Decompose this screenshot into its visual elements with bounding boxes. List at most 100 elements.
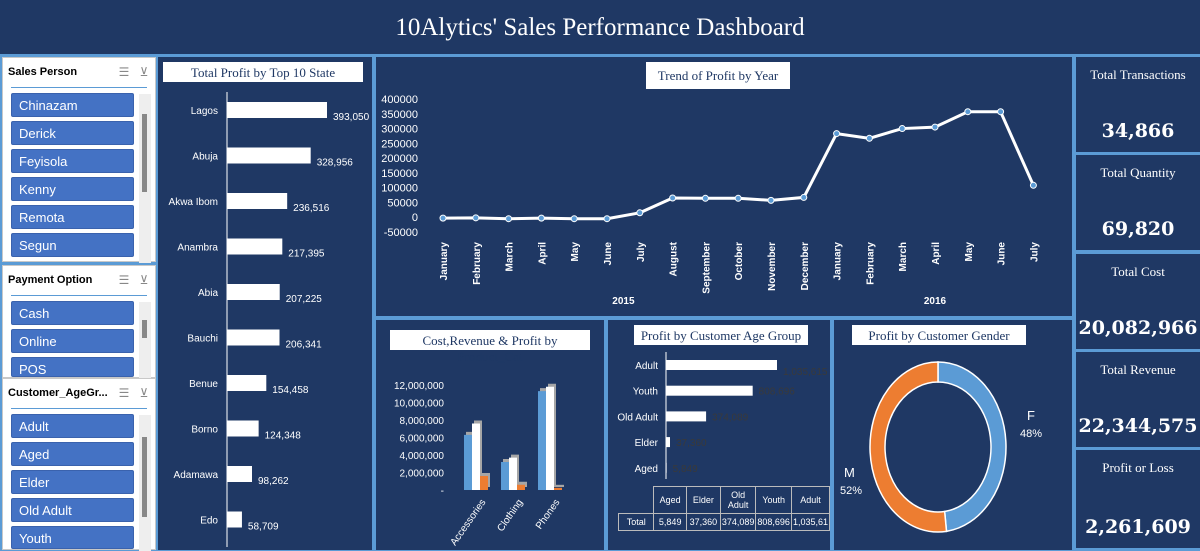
clear-filter-icon[interactable]: ⊻ xyxy=(139,273,149,287)
multi-select-icon[interactable]: ☰ xyxy=(118,386,130,400)
slicer-item[interactable]: Cash xyxy=(11,301,134,325)
data-point[interactable] xyxy=(997,108,1005,116)
slicer-item[interactable]: Online xyxy=(11,329,134,353)
category-label: Benue xyxy=(189,379,218,390)
data-point[interactable] xyxy=(537,214,545,222)
data-point[interactable] xyxy=(767,196,775,204)
slicer-item[interactable]: Youth xyxy=(11,526,134,549)
y-tick-label: 8,000,000 xyxy=(400,416,445,427)
bar xyxy=(517,484,525,490)
category-label: Adult xyxy=(635,361,658,372)
data-point[interactable] xyxy=(865,134,873,142)
donut-slice[interactable] xyxy=(869,361,948,533)
bar xyxy=(472,423,480,490)
data-point[interactable] xyxy=(734,194,742,202)
data-point[interactable] xyxy=(439,214,447,222)
y-tick-label: 10,000,000 xyxy=(394,399,444,410)
multi-select-icon[interactable]: ☰ xyxy=(118,65,130,79)
data-point[interactable] xyxy=(505,215,513,223)
data-point[interactable] xyxy=(964,108,972,116)
x-tick-label: April xyxy=(931,242,942,265)
bar xyxy=(227,147,311,164)
bar xyxy=(538,391,546,490)
data-label: 124,348 xyxy=(265,431,302,442)
slicer-item[interactable]: Aged xyxy=(11,442,134,466)
slicer-item[interactable]: Chinazam xyxy=(11,93,134,117)
bar-shadow xyxy=(556,484,564,487)
scrollbar[interactable] xyxy=(139,302,151,379)
data-point[interactable] xyxy=(603,215,611,223)
age-data-table: Aged Elder Old Adult Youth Adult Total 5,849 3… xyxy=(617,486,831,531)
slicer-item[interactable]: Kenny xyxy=(11,177,134,201)
age-group-panel: Profit by Customer Age Group Adult 1,035,… xyxy=(608,320,831,550)
data-label: 328,956 xyxy=(317,158,354,169)
scrollbar-thumb[interactable] xyxy=(142,320,147,338)
data-point[interactable] xyxy=(669,194,677,202)
kpi-card: Total Cost 20,082,966 xyxy=(1076,254,1200,349)
x-tick-label: September xyxy=(701,242,712,294)
slicer-item[interactable]: Segun xyxy=(11,233,134,257)
slice-percent-label: 48% xyxy=(1020,428,1042,440)
chart-title: Cost,Revenue & Profit by Product_Cat xyxy=(390,330,590,364)
data-label: 37,360 xyxy=(676,438,707,449)
bar xyxy=(666,437,671,448)
y-tick-label: 2,000,000 xyxy=(400,469,445,480)
chart-title: Trend of Profit by Year xyxy=(646,62,790,89)
row-label: Total xyxy=(617,513,655,531)
chart-title: Profit by Customer Gender xyxy=(852,325,1026,345)
x-tick-label: March xyxy=(505,242,516,271)
slicer-item[interactable]: Adult xyxy=(11,414,134,438)
data-point[interactable] xyxy=(800,193,808,201)
data-point[interactable] xyxy=(898,125,906,133)
category-label: Aged xyxy=(635,464,658,475)
multi-select-icon[interactable]: ☰ xyxy=(118,273,130,287)
y-tick-label: 6,000,000 xyxy=(400,434,445,445)
data-point[interactable] xyxy=(636,209,644,217)
data-label: 808,696 xyxy=(759,387,796,398)
bar xyxy=(666,360,777,370)
data-point[interactable] xyxy=(570,215,578,223)
scrollbar-thumb[interactable] xyxy=(142,437,147,517)
year-label: 2016 xyxy=(924,296,947,307)
scrollbar-thumb[interactable] xyxy=(142,114,147,192)
y-tick-label: 200000 xyxy=(381,153,418,165)
slicer-item[interactable]: Old Adult xyxy=(11,498,134,522)
slicer-item[interactable]: POS xyxy=(11,357,134,377)
donut-slice[interactable] xyxy=(937,361,1007,533)
data-point[interactable] xyxy=(1029,181,1037,189)
y-tick-label: 100000 xyxy=(381,183,418,195)
divider xyxy=(11,87,147,88)
category-label: Bauchi xyxy=(187,334,218,345)
data-point[interactable] xyxy=(472,214,480,222)
y-tick-label: 400000 xyxy=(381,94,418,106)
bar xyxy=(227,238,283,255)
y-tick-label: 150000 xyxy=(381,168,418,180)
clear-filter-icon[interactable]: ⊻ xyxy=(139,386,149,400)
chart-title: Profit by Customer Age Group xyxy=(634,325,808,345)
bar xyxy=(554,487,562,490)
slicer-item[interactable]: Feyisola xyxy=(11,149,134,173)
bar xyxy=(227,466,252,482)
chart-title: Total Profit by Top 10 State xyxy=(163,62,363,82)
category-label: Akwa Ibom xyxy=(169,197,218,208)
data-point[interactable] xyxy=(701,194,709,202)
data-label: 374,089 xyxy=(712,412,749,423)
clear-filter-icon[interactable]: ⊻ xyxy=(139,65,149,79)
gender-donut-chart: F 48% M 52% xyxy=(840,361,1042,533)
bar xyxy=(501,462,509,490)
slicer-item[interactable]: Derick xyxy=(11,121,134,145)
scrollbar[interactable] xyxy=(139,415,151,551)
data-point[interactable] xyxy=(931,123,939,131)
slicer-item[interactable]: Elder xyxy=(11,470,134,494)
data-label: 236,516 xyxy=(293,203,330,214)
slicer-item[interactable]: Remota xyxy=(11,205,134,229)
table-cell: 5,849 xyxy=(653,513,687,531)
category-label: Abia xyxy=(198,288,218,299)
y-tick-label: 50000 xyxy=(387,197,418,209)
x-tick-label: July xyxy=(636,242,647,262)
data-label: 206,341 xyxy=(285,340,322,351)
data-point[interactable] xyxy=(833,130,841,138)
scrollbar[interactable] xyxy=(139,94,151,263)
kpi-label: Total Quantity xyxy=(1100,165,1176,180)
x-tick-label: December xyxy=(800,242,811,290)
